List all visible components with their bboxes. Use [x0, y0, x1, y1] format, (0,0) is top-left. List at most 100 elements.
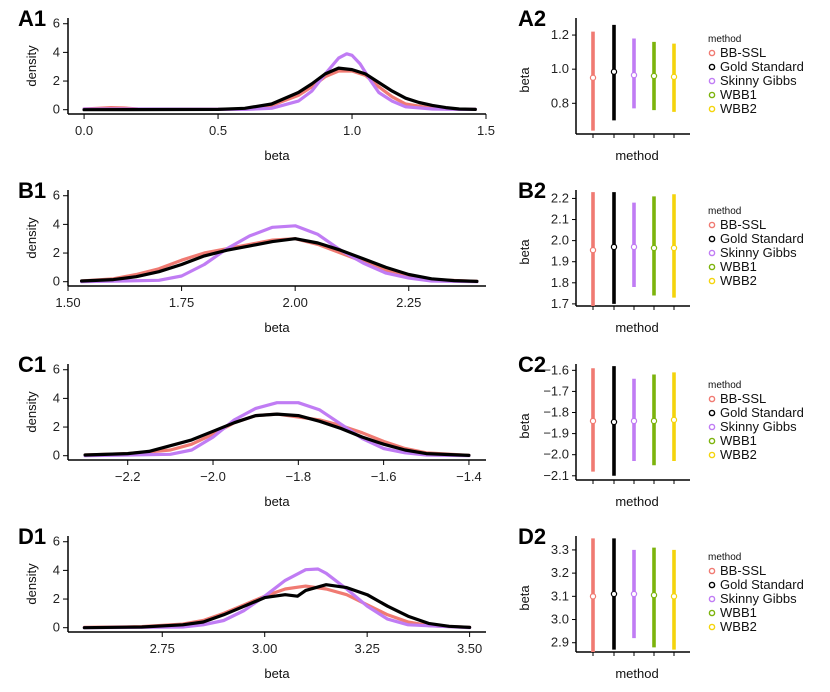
interval-mean-point-skinny-gibbs — [630, 417, 638, 425]
y-tick-label: −2.0 — [543, 447, 569, 462]
panel-label: B2 — [518, 178, 546, 203]
panel-label: A2 — [518, 6, 546, 31]
legend-key-wbb1 — [708, 263, 716, 271]
x-tick-label: 1.75 — [169, 295, 194, 310]
y-axis-title: density — [24, 45, 39, 87]
interval-mean-point-wbb2 — [670, 244, 678, 252]
x-axis-title: beta — [264, 320, 290, 335]
interval-mean-point-bb-ssl — [589, 417, 597, 425]
legend-key-wbb2 — [708, 277, 716, 285]
legend-entry-gold-standard: Gold Standard — [720, 231, 804, 246]
legend-title: method — [708, 380, 741, 391]
interval-mean-point-wbb2 — [670, 593, 678, 600]
density-line-gold-standard — [82, 66, 477, 112]
x-axis-title: method — [615, 148, 658, 163]
legend-entry-wbb1: WBB1 — [720, 87, 757, 102]
panel-label: B1 — [18, 178, 46, 203]
density-line-gold-standard — [83, 412, 471, 457]
interval-mean-point-gold-standard — [610, 590, 618, 598]
density-line-skinny-gibbs — [79, 224, 479, 284]
interval-mean-point-wbb1 — [650, 72, 658, 80]
y-tick-label: −1.9 — [543, 426, 569, 441]
x-tick-label: 0.0 — [75, 123, 93, 138]
panel-label: C2 — [518, 352, 546, 377]
legend-key-wbb2 — [708, 451, 716, 459]
interval-mean-point-gold-standard — [610, 418, 618, 426]
interval-mean-point-skinny-gibbs — [630, 590, 638, 598]
x-tick-label: −2.0 — [200, 469, 226, 484]
legend-key-gold-standard — [708, 409, 716, 417]
y-tick-label: 2.0 — [551, 233, 569, 248]
y-tick-label: 0 — [53, 448, 60, 463]
y-tick-label: 6 — [53, 188, 60, 203]
x-tick-label: −2.2 — [115, 469, 141, 484]
x-tick-label: 0.5 — [209, 123, 227, 138]
density-line-gold-standard — [79, 237, 479, 283]
y-tick-label: −1.8 — [543, 405, 569, 420]
y-tick-label: 0 — [53, 620, 60, 635]
y-tick-label: 1.8 — [551, 275, 569, 290]
panel-label: D2 — [518, 524, 546, 549]
interval-mean-point-wbb2 — [670, 73, 678, 81]
y-tick-label: 6 — [53, 534, 60, 549]
y-axis-title: density — [24, 391, 39, 433]
legend-entry-wbb2: WBB2 — [720, 101, 757, 116]
legend-entry-bb-ssl: BB-SSL — [720, 45, 766, 60]
legend-entry-wbb2: WBB2 — [720, 447, 757, 462]
y-tick-label: 1.2 — [551, 27, 569, 42]
interval-mean-point-skinny-gibbs — [630, 243, 638, 251]
legend-key-wbb2 — [708, 623, 716, 631]
y-tick-label: −1.6 — [543, 362, 569, 377]
legend-entry-skinny-gibbs: Skinny Gibbs — [720, 245, 797, 260]
interval-mean-point-bb-ssl — [589, 246, 597, 254]
y-tick-label: 0 — [53, 274, 60, 289]
legend-key-bb-ssl — [708, 395, 716, 403]
legend-entry-bb-ssl: BB-SSL — [720, 391, 766, 406]
y-tick-label: 6 — [53, 362, 60, 377]
density-line-bb-ssl — [83, 412, 471, 457]
legend-entry-wbb1: WBB1 — [720, 433, 757, 448]
legend-entry-bb-ssl: BB-SSL — [720, 217, 766, 232]
y-tick-label: 1.9 — [551, 254, 569, 269]
legend-key-bb-ssl — [708, 49, 716, 57]
legend-key-wbb1 — [708, 91, 716, 99]
x-tick-label: −1.6 — [371, 469, 397, 484]
interval-mean-point-gold-standard — [610, 243, 618, 251]
legend-entry-wbb1: WBB1 — [720, 605, 757, 620]
y-tick-label: 2.9 — [551, 635, 569, 650]
interval-mean-point-gold-standard — [610, 68, 618, 75]
y-tick-label: 4 — [53, 216, 60, 231]
legend-entry-bb-ssl: BB-SSL — [720, 563, 766, 578]
density-line-gold-standard — [82, 583, 472, 630]
x-tick-label: 2.75 — [150, 641, 175, 656]
legend-entry-gold-standard: Gold Standard — [720, 59, 804, 74]
y-tick-label: 2 — [53, 73, 60, 88]
x-tick-label: 3.00 — [252, 641, 277, 656]
legend-key-wbb1 — [708, 437, 716, 445]
legend-key-bb-ssl — [708, 221, 716, 229]
interval-mean-point-bb-ssl — [589, 593, 597, 600]
legend-key-gold-standard — [708, 581, 716, 589]
density-line-skinny-gibbs — [82, 52, 477, 112]
legend-entry-wbb1: WBB1 — [720, 259, 757, 274]
legend-entry-skinny-gibbs: Skinny Gibbs — [720, 591, 797, 606]
panel-label: C1 — [18, 352, 46, 377]
legend-key-gold-standard — [708, 235, 716, 243]
panel-label: A1 — [18, 6, 46, 31]
legend-key-wbb1 — [708, 609, 716, 617]
y-tick-label: 1.0 — [551, 61, 569, 76]
x-axis-title: method — [615, 320, 658, 335]
legend-entry-skinny-gibbs: Skinny Gibbs — [720, 419, 797, 434]
x-axis-title: method — [615, 494, 658, 509]
y-tick-label: 6 — [53, 16, 60, 31]
panel-row-c1: C1 density 0 2 4 6 −2.2 −2.0 −1.8 −1.6 −1.4 beta C2 b… — [18, 352, 804, 509]
y-tick-label: 3.1 — [551, 588, 569, 603]
y-tick-label: −2.1 — [543, 468, 569, 483]
y-tick-label: 0.8 — [551, 95, 569, 110]
x-tick-label: 3.50 — [457, 641, 482, 656]
x-axis-title: method — [615, 666, 658, 681]
panel-row-d1: D1 density 0 2 4 6 2.75 3.00 3.25 3.50 beta D2 beta 2… — [18, 524, 804, 681]
y-axis-title: density — [24, 217, 39, 259]
y-tick-label: 2 — [53, 245, 60, 260]
